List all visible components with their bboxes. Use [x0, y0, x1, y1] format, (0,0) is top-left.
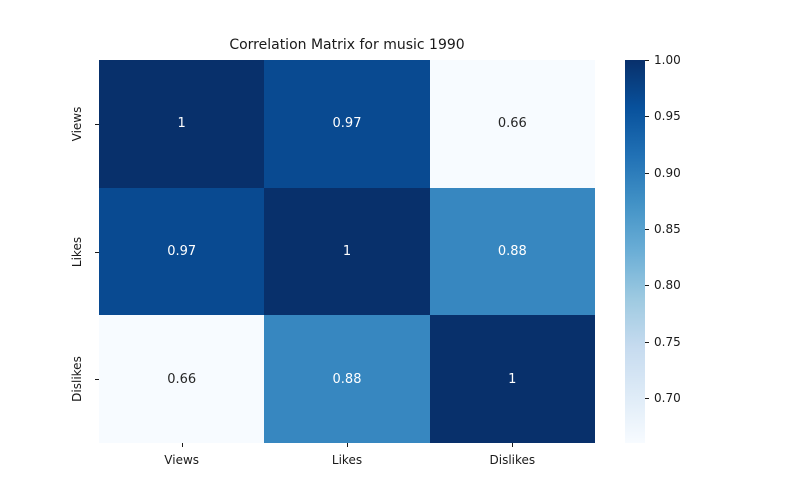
x-axis-tick-label: Dislikes [489, 453, 536, 467]
y-axis-tick-label: Views [70, 106, 84, 142]
x-axis-tick-label: Views [164, 453, 200, 467]
x-axis-tick-mark [347, 443, 348, 447]
colorbar-tick-mark [645, 172, 649, 174]
heatmap-cell: 0.88 [429, 187, 595, 316]
heatmap-cell: 0.97 [264, 60, 430, 188]
colorbar-tick-mark [645, 228, 649, 230]
heatmap-cell: 1 [264, 187, 430, 316]
x-axis-tick-mark [512, 443, 514, 447]
chart-title: Correlation Matrix for music 1990 [229, 37, 465, 53]
colorbar-tick-label: 0.75 [654, 334, 681, 349]
colorbar-tick-label: 0.95 [654, 109, 681, 124]
y-axis-tick-label: Likes [70, 236, 84, 267]
heatmap-cell: 0.66 [429, 60, 595, 188]
heatmap-cell: 0.88 [264, 315, 430, 443]
colorbar-tick-label: 1.00 [654, 53, 681, 67]
x-axis-tick-mark [181, 443, 183, 447]
colorbar-tick-label: 0.85 [654, 221, 681, 236]
y-axis-tick-label: Dislikes [70, 356, 84, 402]
colorbar-tick-label: 0.70 [654, 390, 681, 405]
colorbar-tick-mark [645, 116, 649, 118]
colorbar-tick-label: 0.90 [654, 165, 681, 180]
y-axis-tick-mark [95, 251, 99, 253]
heatmap-grid: 1 0.97 0.66 0.97 1 0.88 0.66 0.88 1 [99, 60, 595, 443]
colorbar-tick-label: 0.80 [654, 278, 681, 293]
colorbar-tick-mark [645, 341, 649, 343]
heatmap-cell: 0.97 [99, 187, 265, 316]
x-axis-tick-label: Likes [331, 453, 363, 467]
y-axis-tick-mark [95, 379, 99, 381]
y-axis-tick-mark [95, 123, 99, 125]
heatmap-cell: 1 [99, 60, 265, 188]
colorbar-tick-mark [645, 60, 649, 61]
colorbar-tick-mark [645, 285, 649, 287]
colorbar [625, 60, 645, 443]
heatmap-cell: 0.66 [99, 315, 265, 443]
colorbar-tick-mark [645, 397, 649, 399]
heatmap-cell: 1 [429, 315, 595, 443]
